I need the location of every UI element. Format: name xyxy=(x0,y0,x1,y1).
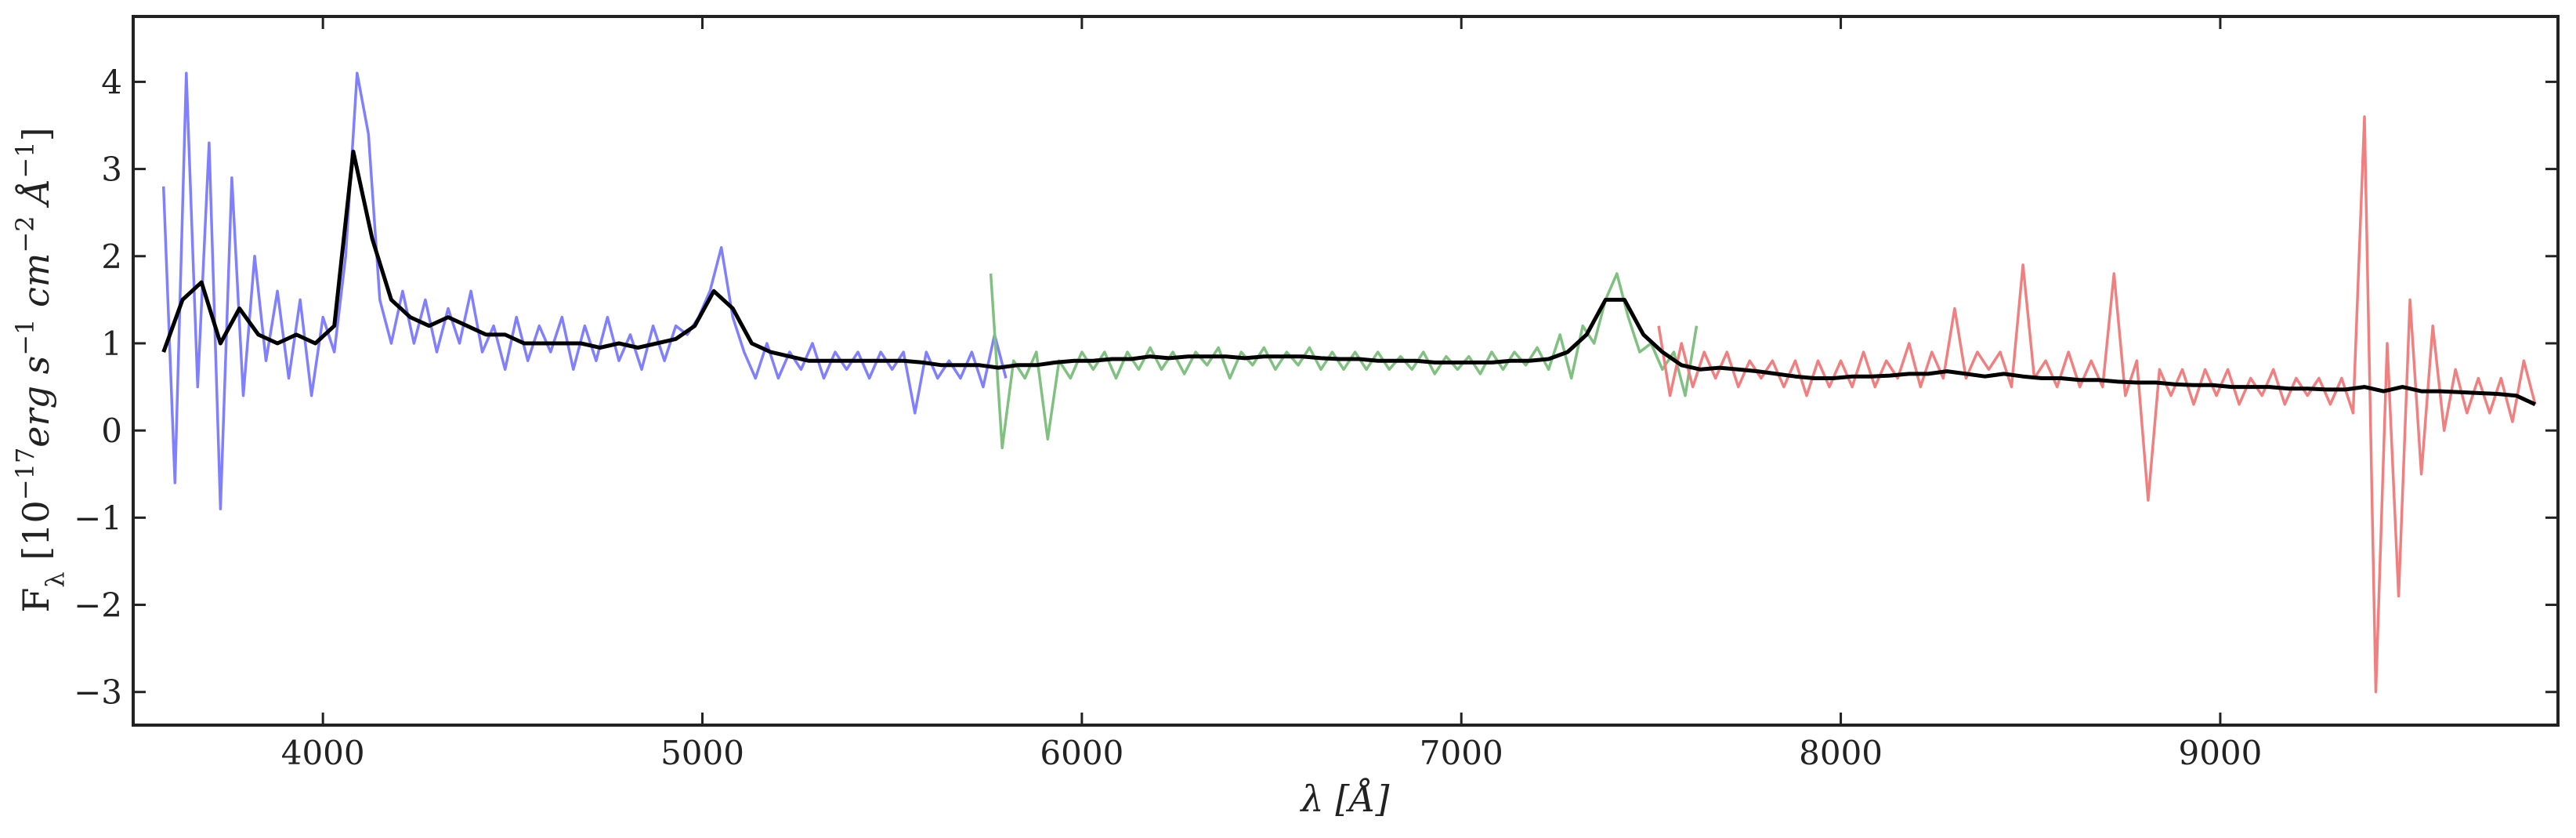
x-tick-label: 7000 xyxy=(1420,734,1503,772)
y-tick-label: 4 xyxy=(101,63,122,101)
y-axis-label-part: λ xyxy=(40,571,70,587)
spectrum-line xyxy=(1657,115,2537,694)
y-axis-label: Fλ [10−17erg s−1 cm−2 Å−1] xyxy=(10,127,70,612)
y-tick-label: −3 xyxy=(74,673,122,712)
x-tick-label: 9000 xyxy=(2178,734,2262,772)
spectrum-line xyxy=(161,149,2536,407)
x-tick-label: 8000 xyxy=(1799,734,1883,772)
y-axis-label-part: −1 xyxy=(10,141,40,178)
plot-lines xyxy=(161,71,2537,694)
y-axis-label-part: F xyxy=(15,588,57,613)
y-axis-label-part: −17 xyxy=(10,448,40,501)
x-tick-label: 4000 xyxy=(281,734,365,772)
y-tick-label: 1 xyxy=(101,325,122,363)
y-tick-label: 3 xyxy=(101,151,122,189)
y-tick-label: 2 xyxy=(101,238,122,276)
x-axis-label: λ [Å] xyxy=(1300,777,1390,820)
y-tick-label: 0 xyxy=(101,412,122,450)
y-axis-label-part: −1 xyxy=(10,319,40,356)
spectrum-line xyxy=(161,71,1008,510)
y-axis-label-part: cm xyxy=(15,253,57,319)
y-axis-label-part: erg s xyxy=(15,356,57,448)
y-tick-label: −2 xyxy=(74,586,122,625)
x-tick-label: 6000 xyxy=(1040,734,1123,772)
y-axis-label-part: ] xyxy=(15,127,57,141)
y-tick-label: −1 xyxy=(74,499,122,537)
y-axis-label-part: −2 xyxy=(10,216,40,252)
y-axis-label-part: [10 xyxy=(15,500,57,571)
x-tick-label: 5000 xyxy=(660,734,744,772)
plot-frame xyxy=(132,15,2560,727)
y-axis-label-part: Å xyxy=(14,179,57,216)
